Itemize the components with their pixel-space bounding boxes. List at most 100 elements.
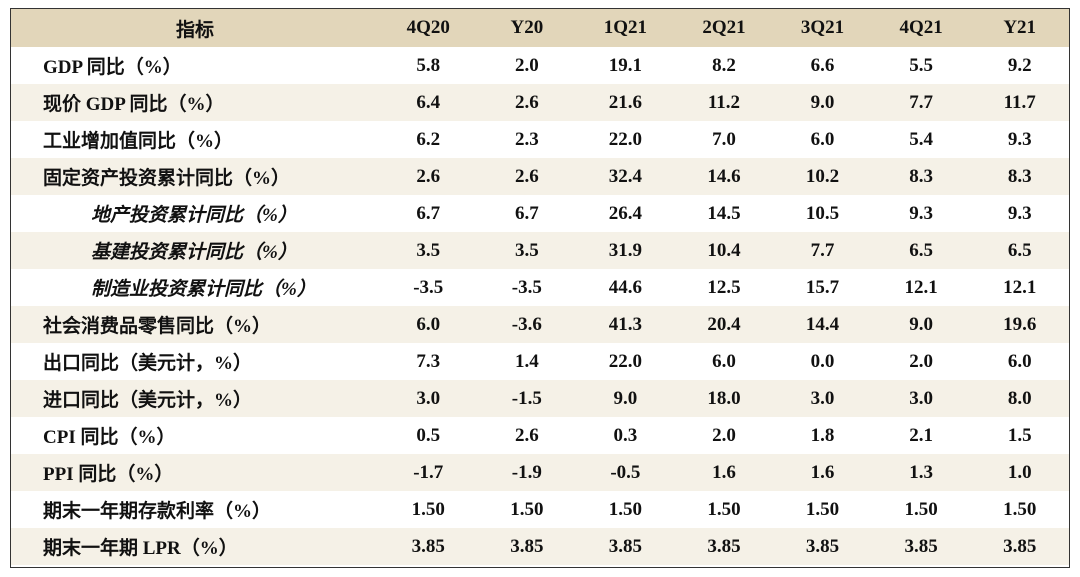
header-period: 4Q21 — [871, 9, 971, 47]
value-cell: 15.7 — [773, 269, 872, 306]
header-period: 4Q20 — [379, 9, 478, 47]
value-cell: 1.6 — [773, 454, 872, 491]
value-cell: 1.50 — [477, 491, 577, 528]
value-cell: 1.6 — [674, 454, 774, 491]
value-cell: 18.0 — [674, 380, 774, 417]
table-row: 现价 GDP 同比（%） 6.4 2.6 21.6 11.2 9.0 7.7 11.7 — [11, 84, 1069, 121]
value-cell: 3.85 — [773, 528, 872, 565]
table-row: 制造业投资累计同比（%） -3.5 -3.5 44.6 12.5 15.7 12.1 12.1 — [11, 269, 1069, 306]
table-row: 基建投资累计同比（%） 3.5 3.5 31.9 10.4 7.7 6.5 6.5 — [11, 232, 1069, 269]
value-cell: 10.5 — [773, 195, 872, 232]
value-cell: 2.0 — [674, 417, 774, 454]
value-cell: 14.6 — [674, 158, 774, 195]
indicator-label: 期末一年期 LPR（%） — [11, 528, 379, 565]
value-cell: 19.6 — [970, 306, 1069, 343]
value-cell: 9.3 — [970, 195, 1069, 232]
value-cell: 11.7 — [970, 84, 1069, 121]
table-row: GDP 同比（%） 5.8 2.0 19.1 8.2 6.6 5.5 9.2 — [11, 47, 1069, 84]
value-cell: 6.5 — [871, 232, 971, 269]
value-cell: 3.5 — [379, 232, 478, 269]
value-cell: -1.7 — [379, 454, 478, 491]
indicator-label: 社会消费品零售同比（%） — [11, 306, 379, 343]
value-cell: 1.8 — [773, 417, 872, 454]
value-cell: 9.2 — [970, 47, 1069, 84]
value-cell: 2.3 — [477, 121, 577, 158]
sub-indicator-label: 制造业投资累计同比（%） — [11, 269, 379, 306]
table-row: CPI 同比（%） 0.5 2.6 0.3 2.0 1.8 2.1 1.5 — [11, 417, 1069, 454]
sub-indicator-label: 地产投资累计同比（%） — [11, 195, 379, 232]
value-cell: 3.0 — [773, 380, 872, 417]
value-cell: 5.5 — [871, 47, 971, 84]
value-cell: 8.0 — [970, 380, 1069, 417]
value-cell: 20.4 — [674, 306, 774, 343]
indicator-label: 现价 GDP 同比（%） — [11, 84, 379, 121]
value-cell: 12.1 — [970, 269, 1069, 306]
indicator-label: 固定资产投资累计同比（%） — [11, 158, 379, 195]
table-row: 出口同比（美元计，%） 7.3 1.4 22.0 6.0 0.0 2.0 6.0 — [11, 343, 1069, 380]
value-cell: 44.6 — [576, 269, 675, 306]
value-cell: 0.0 — [773, 343, 872, 380]
header-period: 2Q21 — [674, 9, 774, 47]
value-cell: 7.3 — [379, 343, 478, 380]
sub-indicator-label: 基建投资累计同比（%） — [11, 232, 379, 269]
value-cell: 2.0 — [871, 343, 971, 380]
value-cell: 26.4 — [576, 195, 675, 232]
value-cell: -1.9 — [477, 454, 577, 491]
value-cell: -3.5 — [379, 269, 478, 306]
indicator-label: GDP 同比（%） — [11, 47, 379, 84]
value-cell: 6.7 — [379, 195, 478, 232]
value-cell: 1.3 — [871, 454, 971, 491]
header-period: 3Q21 — [773, 9, 872, 47]
value-cell: 5.4 — [871, 121, 971, 158]
header-period: Y21 — [970, 9, 1069, 47]
value-cell: 22.0 — [576, 343, 675, 380]
indicator-label: 进口同比（美元计，%） — [11, 380, 379, 417]
table-row: 期末一年期 LPR（%） 3.85 3.85 3.85 3.85 3.85 3.85 3.85 — [11, 528, 1069, 565]
value-cell: 3.85 — [576, 528, 675, 565]
value-cell: 3.0 — [379, 380, 478, 417]
value-cell: 6.0 — [773, 121, 872, 158]
indicator-label: PPI 同比（%） — [11, 454, 379, 491]
table-row: 固定资产投资累计同比（%） 2.6 2.6 32.4 14.6 10.2 8.3 8.3 — [11, 158, 1069, 195]
value-cell: -3.6 — [477, 306, 577, 343]
value-cell: 9.3 — [970, 121, 1069, 158]
value-cell: 3.85 — [970, 528, 1069, 565]
value-cell: 8.2 — [674, 47, 774, 84]
table-header: 指标 4Q20 Y20 1Q21 2Q21 3Q21 4Q21 Y21 — [11, 9, 1069, 47]
table-row: 进口同比（美元计，%） 3.0 -1.5 9.0 18.0 3.0 3.0 8.0 — [11, 380, 1069, 417]
value-cell: 1.50 — [379, 491, 478, 528]
value-cell: 0.5 — [379, 417, 478, 454]
value-cell: 1.5 — [970, 417, 1069, 454]
value-cell: 1.4 — [477, 343, 577, 380]
table-row: 地产投资累计同比（%） 6.7 6.7 26.4 14.5 10.5 9.3 9.3 — [11, 195, 1069, 232]
value-cell: 9.0 — [576, 380, 675, 417]
value-cell: 6.4 — [379, 84, 478, 121]
value-cell: 5.8 — [379, 47, 478, 84]
value-cell: 19.1 — [576, 47, 675, 84]
value-cell: 6.6 — [773, 47, 872, 84]
value-cell: 6.2 — [379, 121, 478, 158]
value-cell: 14.5 — [674, 195, 774, 232]
value-cell: 6.0 — [379, 306, 478, 343]
header-row: 指标 4Q20 Y20 1Q21 2Q21 3Q21 4Q21 Y21 — [11, 9, 1069, 47]
value-cell: 1.50 — [674, 491, 774, 528]
value-cell: 2.6 — [477, 158, 577, 195]
value-cell: 2.6 — [477, 84, 577, 121]
value-cell: 1.0 — [970, 454, 1069, 491]
value-cell: 3.85 — [871, 528, 971, 565]
value-cell: 8.3 — [871, 158, 971, 195]
table-row: 社会消费品零售同比（%） 6.0 -3.6 41.3 20.4 14.4 9.0 19.6 — [11, 306, 1069, 343]
value-cell: 3.85 — [477, 528, 577, 565]
value-cell: 14.4 — [773, 306, 872, 343]
value-cell: 7.7 — [773, 232, 872, 269]
value-cell: 1.50 — [576, 491, 675, 528]
value-cell: 3.0 — [871, 380, 971, 417]
value-cell: -3.5 — [477, 269, 577, 306]
value-cell: 6.7 — [477, 195, 577, 232]
value-cell: 2.1 — [871, 417, 971, 454]
value-cell: 12.1 — [871, 269, 971, 306]
value-cell: -1.5 — [477, 380, 577, 417]
value-cell: 22.0 — [576, 121, 675, 158]
table-body: GDP 同比（%） 5.8 2.0 19.1 8.2 6.6 5.5 9.2 现价 GDP 同比… — [11, 47, 1069, 565]
value-cell: 9.0 — [871, 306, 971, 343]
